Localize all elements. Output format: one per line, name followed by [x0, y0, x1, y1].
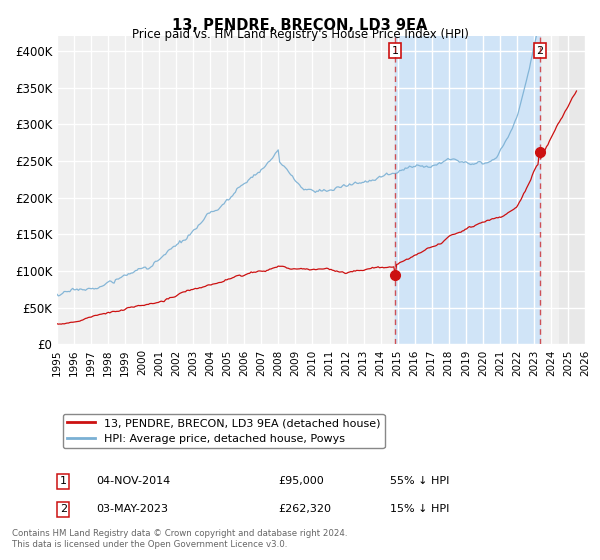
Text: 03-MAY-2023: 03-MAY-2023	[97, 504, 169, 514]
Legend: 13, PENDRE, BRECON, LD3 9EA (detached house), HPI: Average price, detached house: 13, PENDRE, BRECON, LD3 9EA (detached ho…	[62, 414, 385, 448]
Text: Contains HM Land Registry data © Crown copyright and database right 2024.
This d: Contains HM Land Registry data © Crown c…	[12, 529, 347, 549]
Text: 13, PENDRE, BRECON, LD3 9EA: 13, PENDRE, BRECON, LD3 9EA	[172, 18, 428, 33]
Text: Price paid vs. HM Land Registry's House Price Index (HPI): Price paid vs. HM Land Registry's House …	[131, 28, 469, 41]
Text: 1: 1	[59, 477, 67, 487]
Text: £262,320: £262,320	[279, 504, 332, 514]
Text: 2: 2	[59, 504, 67, 514]
Text: 55% ↓ HPI: 55% ↓ HPI	[389, 477, 449, 487]
Text: 1: 1	[392, 46, 398, 55]
Text: 2: 2	[536, 46, 544, 55]
Text: 04-NOV-2014: 04-NOV-2014	[97, 477, 171, 487]
Text: 15% ↓ HPI: 15% ↓ HPI	[389, 504, 449, 514]
Bar	[559, 36, 585, 344]
Bar	[395, 36, 540, 344]
Text: £95,000: £95,000	[279, 477, 325, 487]
